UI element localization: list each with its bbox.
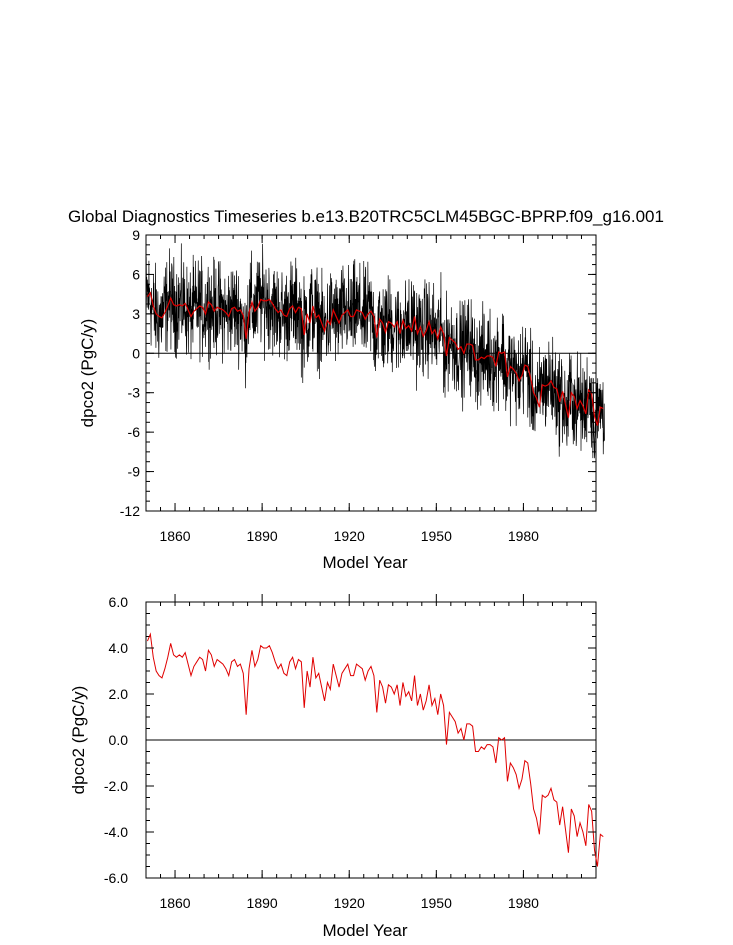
bottom-y-axis: -6.0 -4.0 -2.0 0.0 2.0 4.0 6.0 <box>104 594 596 886</box>
bottom-y-tick-label: 4.0 <box>109 640 129 656</box>
top-y-tick-label: 0 <box>132 345 140 361</box>
top-panel: -12 -9 -6 -3 0 3 6 9 1860 1890 1920 1950… <box>78 227 605 572</box>
bottom-y-tick-label: -2.0 <box>104 778 128 794</box>
top-x-axis-title: Model Year <box>322 553 407 572</box>
top-y-tick-label: 6 <box>132 266 140 282</box>
bottom-x-axis: 1860 1890 1920 1950 1980 <box>159 594 539 911</box>
bottom-annual-series-line <box>146 632 604 867</box>
top-x-tick-label: 1860 <box>159 528 190 544</box>
top-x-axis: 1860 1890 1920 1950 1980 <box>159 235 539 544</box>
top-x-tick-label: 1890 <box>247 528 278 544</box>
figure-title: Global Diagnostics Timeseries b.e13.B20T… <box>68 207 664 226</box>
top-y-axis: -12 -9 -6 -3 0 3 6 9 <box>120 227 596 519</box>
bottom-y-tick-label: 2.0 <box>109 686 129 702</box>
top-y-tick-label: -3 <box>128 385 141 401</box>
top-y-tick-label: 3 <box>132 306 140 322</box>
top-y-tick-label: -12 <box>120 503 140 519</box>
top-y-tick-label: -9 <box>128 464 141 480</box>
bottom-x-axis-title: Model Year <box>322 921 407 940</box>
bottom-y-tick-label: 0.0 <box>109 732 129 748</box>
top-x-tick-label: 1950 <box>421 528 452 544</box>
bottom-x-tick-label: 1980 <box>508 895 539 911</box>
top-y-tick-label: -6 <box>128 424 141 440</box>
bottom-y-tick-label: -4.0 <box>104 824 128 840</box>
top-y-axis-title: dpco2 (PgC/y) <box>78 319 97 428</box>
bottom-x-tick-label: 1950 <box>421 895 452 911</box>
top-x-tick-label: 1920 <box>334 528 365 544</box>
bottom-y-tick-label: 6.0 <box>109 594 129 610</box>
bottom-y-tick-label: -6.0 <box>104 870 128 886</box>
bottom-y-axis-title: dpco2 (PgC/y) <box>69 686 88 795</box>
bottom-panel: -6.0 -4.0 -2.0 0.0 2.0 4.0 6.0 1860 1890… <box>69 594 604 940</box>
top-y-tick-label: 9 <box>132 227 140 243</box>
top-x-tick-label: 1980 <box>508 528 539 544</box>
top-annual-series-line <box>146 291 604 426</box>
bottom-x-tick-label: 1920 <box>334 895 365 911</box>
bottom-x-tick-label: 1860 <box>159 895 190 911</box>
top-monthly-series-line <box>145 243 605 459</box>
bottom-x-tick-label: 1890 <box>247 895 278 911</box>
